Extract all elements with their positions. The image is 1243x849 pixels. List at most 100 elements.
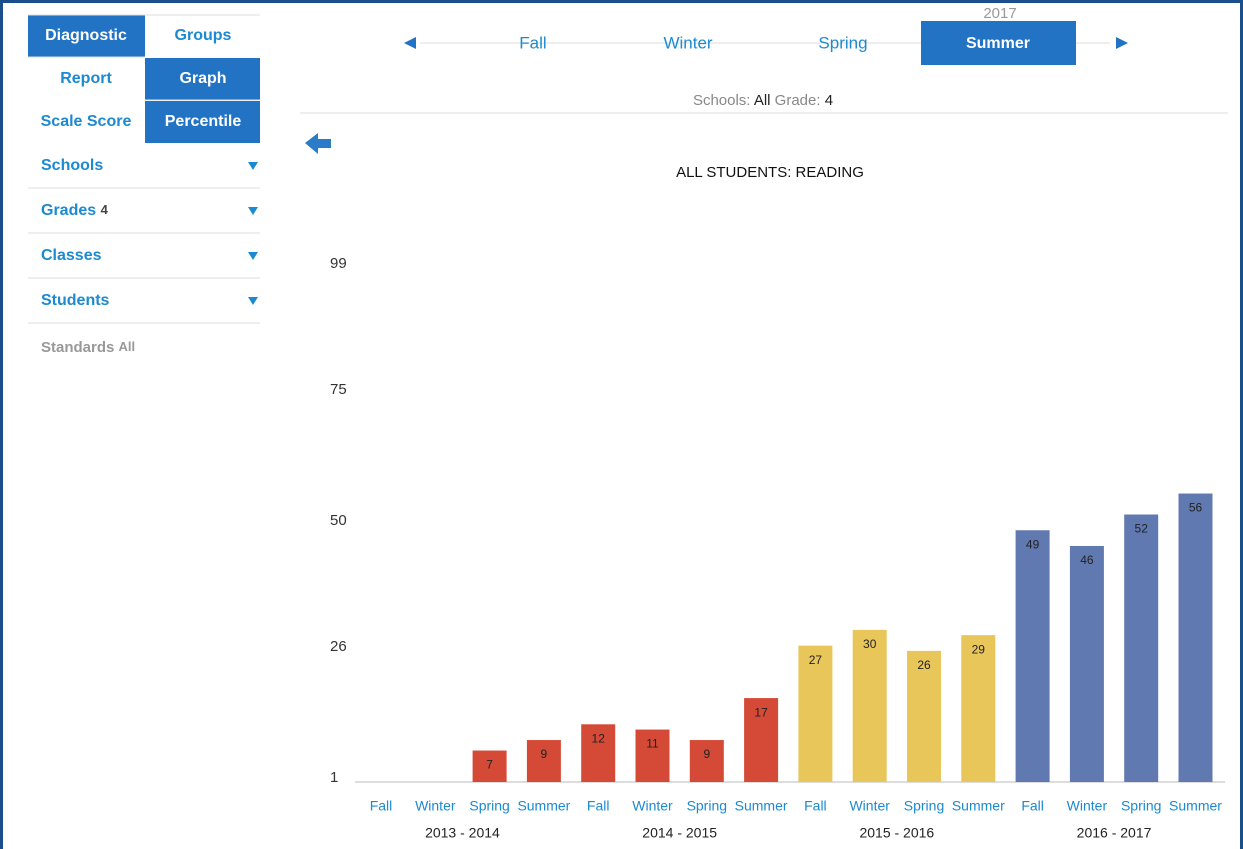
bar: [852, 629, 887, 782]
x-tick-label: Spring: [469, 798, 509, 814]
standards-value: All: [119, 339, 136, 354]
tab-label[interactable]: Groups: [175, 27, 232, 44]
x-tick-label: Winter: [849, 798, 890, 814]
filter-name: Schools: [41, 157, 103, 174]
season-label[interactable]: Fall: [519, 33, 546, 52]
x-tick-label: Summer: [952, 798, 1005, 814]
selection: Schools: All Grade: 4: [693, 92, 833, 109]
bar: [744, 698, 779, 782]
tab-button[interactable]: [145, 101, 260, 143]
filter-label[interactable]: Grades 4: [41, 202, 109, 219]
y-tick-label: 50: [330, 512, 347, 529]
bar: [798, 645, 833, 782]
x-tick-label: Fall: [1021, 798, 1044, 814]
value-label: 12: [592, 731, 606, 745]
x-tick-label: Summer: [1169, 798, 1222, 814]
next-arrow[interactable]: [1116, 37, 1128, 49]
value-label: 52: [1135, 522, 1149, 536]
tab-button[interactable]: [28, 101, 145, 143]
x-tick-label: Winter: [1067, 798, 1108, 814]
group-label: 2015 - 2016: [859, 825, 934, 841]
chart: 1 26 50 75 99 Fall Winter Spring 7 Summer 9 2013 - …: [330, 255, 1225, 841]
tab-label[interactable]: Diagnostic: [45, 27, 127, 44]
value-label: 46: [1080, 553, 1094, 567]
dropdown-arrow[interactable]: [248, 162, 258, 170]
tab-button[interactable]: [145, 15, 260, 57]
selection-label: Schools:: [693, 92, 751, 109]
tab-button[interactable]: [145, 58, 260, 100]
x-tick-label: Summer: [517, 798, 570, 814]
x-tick-label: Fall: [370, 798, 393, 814]
sidebar: Diagnostic Groups Report Graph Scale Sco…: [28, 14, 260, 356]
value-label: 49: [1026, 537, 1040, 551]
season-nav: 2017 Fall Winter Spring Summer: [404, 5, 1128, 65]
filter-name: Grades: [41, 202, 96, 219]
value-label: 26: [917, 658, 931, 672]
selection-label: Grade:: [775, 92, 821, 109]
value-label: 11: [646, 737, 659, 751]
x-tick-label: Spring: [687, 798, 727, 814]
tab-button[interactable]: [28, 15, 145, 57]
filter-name: Students: [41, 292, 110, 309]
tab-button[interactable]: [28, 58, 145, 100]
group-label: 2013 - 2014: [425, 825, 500, 841]
tab-label[interactable]: Percentile: [165, 113, 242, 130]
x-tick-label: Spring: [904, 798, 944, 814]
value-label: 27: [809, 653, 823, 667]
prev-arrow[interactable]: [404, 37, 416, 49]
chart-title: ALL STUDENTS: READING: [676, 164, 864, 181]
selection-value: All: [754, 92, 771, 109]
value-label: 29: [972, 642, 986, 656]
x-tick-label: Fall: [587, 798, 610, 814]
bar: [689, 740, 724, 782]
back-arrow[interactable]: [305, 133, 331, 154]
bar: [1178, 493, 1213, 782]
bar: [907, 650, 941, 782]
x-tick-label: Fall: [804, 798, 827, 814]
bar: [472, 750, 507, 782]
x-tick-label: Summer: [735, 798, 788, 814]
value-label: 56: [1189, 501, 1203, 515]
y-tick-label: 1: [330, 769, 338, 786]
bar: [635, 729, 670, 782]
value-label: 9: [541, 747, 548, 761]
selected-season[interactable]: [921, 21, 1076, 65]
filters: Schools Grades 4 Classes Students: [28, 157, 260, 324]
filter-value: 4: [101, 202, 109, 217]
value-label: 30: [863, 637, 877, 651]
season-label[interactable]: Winter: [663, 33, 712, 52]
group-label: 2014 - 2015: [642, 825, 717, 841]
season-label[interactable]: Summer: [966, 35, 1030, 52]
bar: [581, 724, 616, 782]
value-label: 7: [486, 758, 493, 772]
y-tick-label: 26: [330, 638, 347, 655]
tab-label[interactable]: Report: [60, 70, 112, 87]
filter-label[interactable]: Schools: [41, 157, 103, 174]
x-tick-label: Winter: [415, 798, 456, 814]
filter-label[interactable]: Students: [41, 292, 110, 309]
tab-label[interactable]: Scale Score: [41, 113, 132, 130]
x-tick-label: Winter: [632, 798, 673, 814]
value-label: 9: [703, 747, 710, 761]
standards-label[interactable]: Standards All: [41, 339, 135, 356]
dropdown-arrow[interactable]: [248, 207, 258, 215]
filter-name: Classes: [41, 247, 102, 264]
bar: [1015, 530, 1050, 782]
seasons: Fall Winter Spring Summer: [519, 21, 1076, 65]
filter-label[interactable]: Classes: [41, 247, 102, 264]
dropdown-arrow[interactable]: [248, 297, 258, 305]
selection-value: 4: [825, 92, 833, 109]
value-label: 17: [754, 705, 768, 719]
tab-label[interactable]: Graph: [179, 70, 226, 87]
bar: [961, 635, 996, 782]
standards-label: Standards: [41, 339, 114, 356]
bar: [1069, 545, 1104, 782]
nav-year: 2017: [983, 5, 1016, 22]
bar: [1124, 514, 1159, 782]
season-label[interactable]: Spring: [818, 33, 867, 52]
dropdown-arrow[interactable]: [248, 252, 258, 260]
x-tick-label: Spring: [1121, 798, 1161, 814]
y-tick-label: 99: [330, 255, 347, 272]
